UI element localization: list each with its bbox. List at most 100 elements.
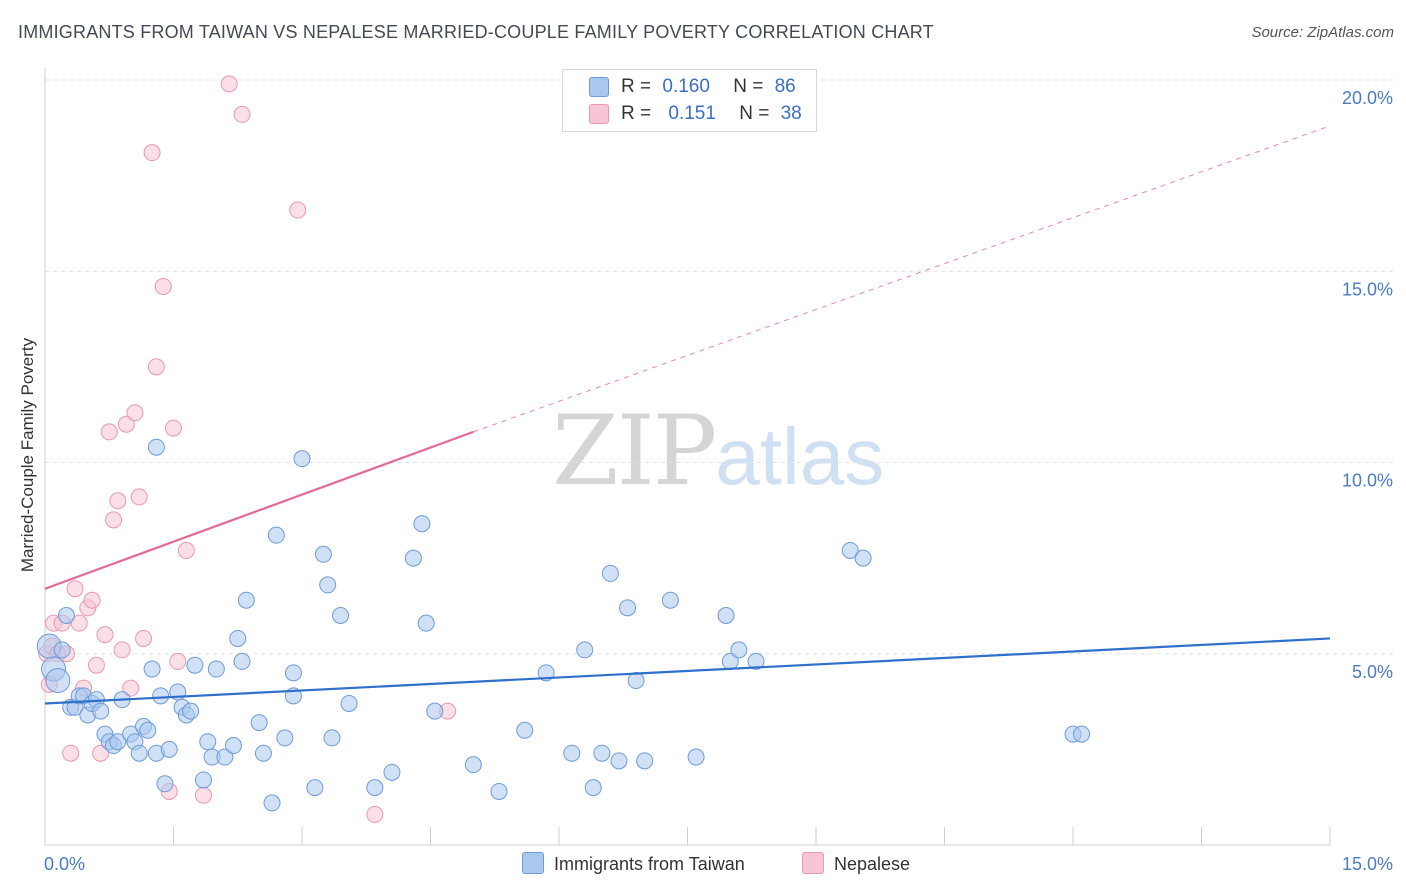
taiwan-point: [747, 652, 765, 670]
nepalese-point: [117, 415, 135, 433]
legend-r-value: 0.160: [662, 76, 710, 97]
taiwan-point: [563, 744, 581, 762]
taiwan-point: [417, 614, 435, 632]
taiwan-point: [314, 545, 332, 563]
taiwan-point: [464, 756, 482, 774]
taiwan-point: [593, 744, 611, 762]
nepalese-point: [126, 404, 144, 422]
taiwan-point: [147, 438, 165, 456]
nepalese-point: [87, 656, 105, 674]
source-label: Source: ZipAtlas.com: [1251, 24, 1394, 41]
taiwan-point: [53, 641, 71, 659]
taiwan-point: [199, 733, 217, 751]
y-tick-label: 15.0%: [1342, 279, 1393, 299]
legend: R = 0.160 N = 86 R = 0.151 N = 38: [562, 69, 817, 132]
bottom-legend-swatch-taiwan: [522, 852, 544, 874]
nepalese-point: [109, 492, 127, 510]
legend-text-taiwan: R = 0.160 N = 86: [621, 76, 796, 98]
nepalese-point: [83, 591, 101, 609]
taiwan-point: [143, 660, 161, 678]
taiwan-point: [263, 794, 281, 812]
bottom-legend-label-taiwan: Immigrants from Taiwan: [554, 854, 745, 874]
nepalese-point: [135, 629, 153, 647]
legend-r-label: R =: [621, 103, 652, 124]
nepalese-trend-extension: [473, 125, 1331, 433]
taiwan-point: [152, 687, 170, 705]
bottom-legend-nepalese: Nepalese: [802, 852, 910, 875]
taiwan-trend-line: [44, 637, 1331, 705]
legend-n-value: 86: [774, 76, 796, 97]
taiwan-point: [841, 541, 859, 559]
y-tick-label: 10.0%: [1342, 471, 1393, 491]
legend-text-nepalese: R = 0.151 N = 38: [621, 103, 802, 125]
nepalese-point: [92, 744, 110, 762]
taiwan-point: [1073, 725, 1091, 743]
tick-labels: 5.0% 10.0% 15.0% 20.0% 0.0% 15.0%: [44, 88, 1393, 874]
taiwan-point: [160, 740, 178, 758]
taiwan-point: [92, 702, 110, 720]
taiwan-point: [426, 702, 444, 720]
y-tick-label: 5.0%: [1352, 662, 1393, 682]
taiwan-point: [340, 694, 358, 712]
nepalese-point: [113, 641, 131, 659]
nepalese-point: [177, 541, 195, 559]
y-tick-label: 20.0%: [1342, 88, 1393, 108]
taiwan-point: [250, 714, 268, 732]
taiwan-point: [45, 668, 71, 694]
taiwan-point: [490, 782, 508, 800]
taiwan-point: [139, 721, 157, 739]
taiwan-point: [319, 576, 337, 594]
nepalese-point: [96, 626, 114, 644]
nepalese-point: [233, 105, 251, 123]
chart-title: IMMIGRANTS FROM TAIWAN VS NEPALESE MARRI…: [18, 22, 934, 42]
taiwan-point: [109, 733, 127, 751]
taiwan-point: [57, 607, 75, 624]
nepalese-point: [147, 358, 165, 376]
taiwan-point: [293, 450, 311, 468]
nepalese-point: [62, 744, 80, 762]
legend-swatch-taiwan: [589, 77, 609, 97]
nepalese-point: [169, 652, 187, 670]
nepalese-point: [70, 614, 88, 632]
nepalese-point: [220, 75, 238, 93]
nepalese-point: [122, 679, 140, 697]
taiwan-point: [413, 515, 431, 533]
taiwan-point: [730, 641, 748, 659]
taiwan-point: [306, 779, 324, 797]
taiwan-point: [229, 629, 247, 647]
bottom-legend-label-nepalese: Nepalese: [834, 854, 911, 874]
nepalese-point: [100, 423, 118, 441]
taiwan-point: [610, 752, 628, 770]
bottom-legend-taiwan: Immigrants from Taiwan: [522, 852, 745, 875]
nepalese-point: [66, 580, 84, 598]
taiwan-point: [687, 748, 705, 766]
taiwan-point: [233, 652, 251, 670]
watermark-atlas: atlas: [715, 412, 885, 501]
nepalese-point: [194, 786, 212, 804]
nepalese-trend-line: [44, 430, 474, 590]
taiwan-point: [156, 775, 174, 793]
taiwan-point: [332, 607, 350, 624]
legend-n-value: 38: [780, 103, 802, 124]
legend-swatch-nepalese: [589, 104, 609, 124]
nepalese-point: [366, 805, 384, 823]
taiwan-point: [216, 748, 234, 766]
trend-lines: [44, 125, 1331, 705]
taiwan-point: [601, 564, 619, 582]
x-tick-label: 15.0%: [1342, 854, 1393, 874]
legend-n-label: N =: [733, 76, 764, 97]
y-axis-label: Married-Couple Family Poverty: [18, 337, 37, 573]
legend-n-label: N =: [739, 103, 770, 124]
taiwan-point: [254, 744, 272, 762]
nepalese-point: [289, 201, 307, 219]
legend-r-value: 0.151: [668, 103, 716, 124]
taiwan-point: [186, 656, 204, 674]
taiwan-point: [276, 729, 294, 747]
taiwan-point: [182, 702, 200, 720]
nepalese-point: [143, 144, 161, 162]
taiwan-point: [661, 591, 679, 609]
taiwan-point: [207, 660, 225, 678]
bottom-legend-swatch-nepalese: [802, 852, 824, 874]
taiwan-point: [717, 607, 735, 624]
watermark-zip: ZIP: [552, 395, 717, 507]
